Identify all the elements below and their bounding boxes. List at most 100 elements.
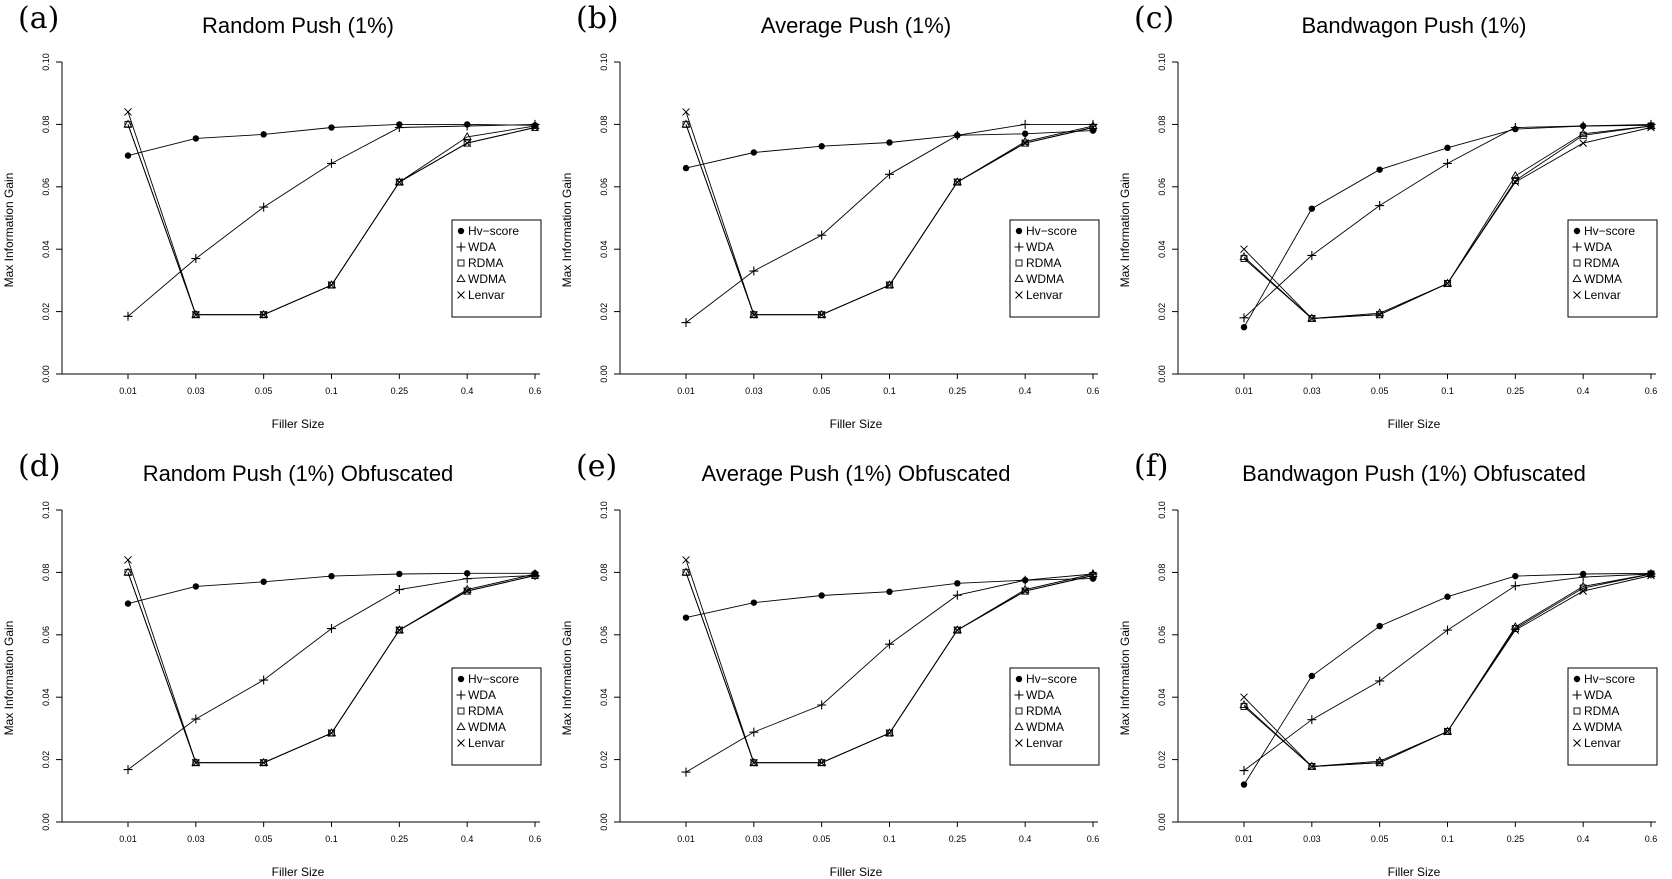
data-point	[531, 123, 539, 132]
y-tick-label: 0.04	[1157, 240, 1167, 258]
data-point	[327, 158, 336, 168]
legend-entry: WDA	[468, 240, 496, 254]
data-point	[192, 135, 200, 142]
y-tick-label: 0.06	[41, 178, 51, 196]
legend-box	[1567, 219, 1658, 318]
chart-title: Random Push (1%) Obfuscated	[143, 461, 454, 486]
data-point	[1443, 279, 1452, 288]
y-tick-label: 0.08	[1157, 116, 1167, 134]
data-point	[1307, 313, 1317, 322]
legend-entry: Hv−score	[468, 224, 519, 238]
x-tick-label: 0.03	[745, 386, 763, 396]
panel-label: (b)	[576, 1, 619, 36]
legend-entry: Hv−score	[1584, 224, 1635, 238]
x-tick-label: 0.1	[325, 386, 338, 396]
data-point	[123, 567, 133, 576]
legend-entry: Hv−score	[1584, 672, 1635, 686]
data-point	[1510, 170, 1520, 179]
data-point	[1443, 727, 1452, 736]
data-point	[1647, 123, 1655, 132]
legend-entry: RDMA	[1584, 704, 1619, 718]
data-point	[817, 230, 827, 240]
x-tick-label: 0.6	[1087, 386, 1100, 396]
data-point	[1375, 676, 1385, 686]
x-tick-label: 0.03	[187, 386, 205, 396]
panel-label: (c)	[1134, 1, 1174, 36]
x-tick-label: 0.6	[1645, 834, 1658, 844]
y-tick-label: 0.08	[1157, 564, 1167, 582]
legend-entry: WDMA	[468, 720, 506, 734]
series-line	[685, 130, 1094, 169]
x-tick-label: 0.6	[1087, 834, 1100, 844]
data-point	[260, 578, 267, 585]
data-point	[885, 169, 894, 179]
x-tick-label: 0.01	[677, 386, 695, 396]
legend-marker	[1573, 707, 1581, 715]
y-axis-label: Max Information Gain	[1118, 621, 1132, 736]
legend-entry: WDMA	[1584, 272, 1622, 286]
data-point	[394, 585, 404, 595]
x-tick-label: 0.05	[1371, 834, 1389, 844]
legend-marker	[1015, 227, 1023, 235]
data-point	[123, 765, 133, 775]
x-tick-label: 0.01	[677, 834, 695, 844]
x-tick-label: 0.4	[1577, 386, 1590, 396]
data-point	[681, 567, 691, 576]
chart-panel: (c) Bandwagon Push (1%) 0.00 0.02 0.04 0.06 0.…	[1118, 1, 1658, 431]
data-point	[681, 767, 691, 777]
legend-marker	[1572, 242, 1582, 252]
y-axis-label: Max Information Gain	[560, 173, 574, 288]
data-point	[1578, 572, 1588, 582]
data-point	[1239, 700, 1249, 709]
data-point	[1579, 587, 1588, 595]
legend-marker	[456, 274, 466, 283]
data-point	[1307, 250, 1317, 260]
legend-marker	[457, 675, 465, 683]
data-point	[1511, 178, 1520, 186]
x-tick-label: 0.05	[255, 386, 273, 396]
data-point	[1375, 758, 1384, 767]
y-tick-label: 0.06	[1157, 626, 1167, 644]
legend-entry: WDA	[1584, 240, 1612, 254]
y-tick-label: 0.00	[41, 813, 51, 831]
data-point	[682, 164, 690, 172]
data-point	[1021, 587, 1030, 595]
y-tick-label: 0.06	[599, 178, 609, 196]
y-axis-label: Max Information Gain	[1118, 173, 1132, 288]
data-point	[1021, 130, 1029, 137]
legend-marker	[1015, 675, 1023, 683]
y-tick-label: 0.04	[41, 240, 51, 258]
legend-marker	[1572, 690, 1582, 700]
legend-entry: WDA	[1584, 688, 1612, 702]
legend-entry: WDA	[1026, 688, 1054, 702]
x-tick-label: 0.6	[1645, 386, 1658, 396]
x-tick-label: 0.1	[1441, 834, 1454, 844]
data-point	[1307, 314, 1316, 323]
legend-entry: WDA	[1026, 240, 1054, 254]
data-point	[259, 758, 268, 767]
x-tick-label: 0.4	[1019, 834, 1032, 844]
y-tick-label: 0.00	[599, 365, 609, 383]
legend-box	[451, 667, 542, 766]
data-point	[817, 758, 826, 767]
data-point	[681, 318, 691, 328]
x-tick-label: 0.05	[813, 386, 831, 396]
data-point	[1510, 123, 1520, 133]
data-point	[259, 675, 269, 685]
series-line	[685, 578, 1094, 619]
legend-entry: RDMA	[468, 256, 503, 270]
y-tick-label: 0.08	[41, 564, 51, 582]
y-tick-label: 0.10	[1157, 53, 1167, 71]
legend-marker	[456, 242, 466, 252]
chart-panel: (b) Average Push (1%) 0.00 0.02 0.04 0.06 0.08…	[560, 1, 1100, 431]
data-point	[954, 580, 961, 587]
legend-marker	[1573, 227, 1581, 235]
data-point	[1308, 205, 1316, 212]
data-point	[1307, 762, 1316, 771]
legend-box	[451, 219, 542, 318]
y-tick-label: 0.10	[41, 501, 51, 519]
data-point	[1375, 201, 1385, 211]
legend-marker	[1014, 690, 1024, 700]
data-point	[682, 108, 690, 116]
